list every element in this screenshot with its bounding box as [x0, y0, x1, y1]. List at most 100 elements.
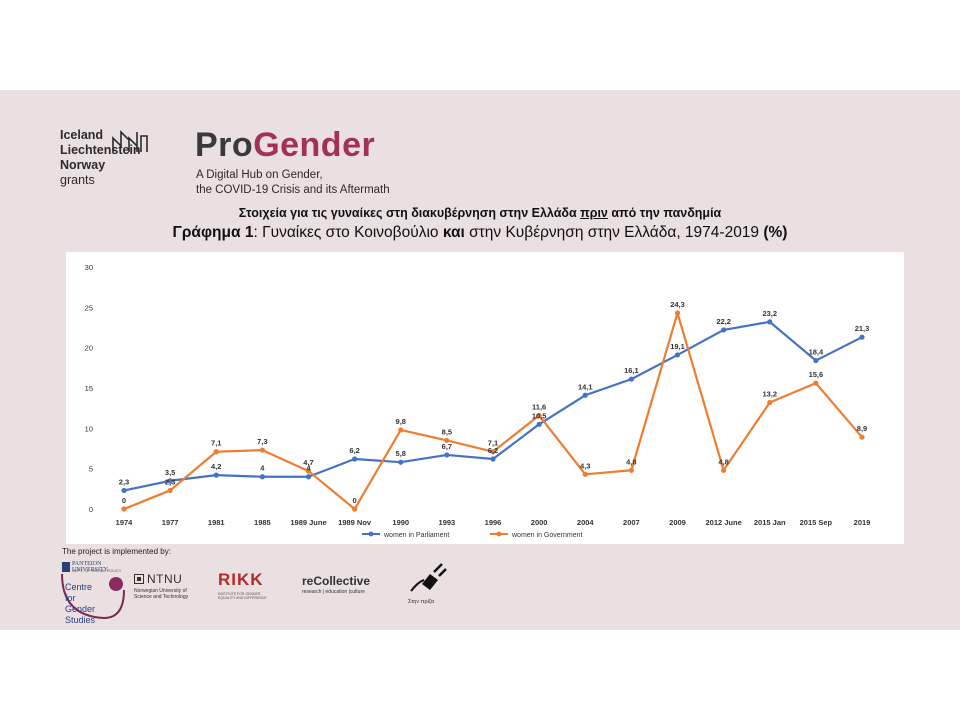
ntnu-logo: NTNU Norwegian University of Science and… [134, 572, 188, 600]
y-tick-label: 25 [85, 303, 93, 312]
data-point [582, 471, 588, 477]
ntnu-mark-icon [134, 574, 144, 584]
panteion-name: PANTEION UNIVERSITY [72, 561, 108, 573]
data-label: 18,4 [809, 348, 824, 357]
data-point [167, 487, 173, 494]
data-label: 14,1 [578, 382, 593, 391]
data-point [352, 456, 358, 462]
chart-title: Γράφημα 1: Γυναίκες στο Κοινοβούλιο και … [0, 224, 960, 242]
data-label: 4,3 [580, 461, 590, 470]
plug-icon [410, 563, 447, 592]
data-label: 9,8 [396, 417, 406, 426]
x-tick-label: 2007 [623, 518, 640, 527]
x-tick-label: 1996 [485, 518, 502, 527]
x-tick-label: 1981 [208, 518, 225, 527]
data-label: 0 [353, 496, 357, 505]
ntnu-name: NTNU [147, 572, 183, 586]
data-label: 23,2 [762, 309, 777, 318]
x-tick-label: 1974 [116, 518, 134, 527]
data-point [352, 506, 358, 512]
data-label: 4,8 [626, 457, 636, 466]
data-label: 4,7 [303, 458, 313, 467]
stinpriza-name: Στην πρίζα [408, 599, 435, 605]
eea-logo-icon [112, 130, 148, 152]
data-point [213, 472, 219, 478]
chart-area: 0 5 10 15 20 25 30 1974 1977 1981 1985 1989 June 198… [66, 252, 904, 544]
data-point [813, 357, 819, 364]
data-point [490, 456, 496, 462]
chart-title-part: στην Κυβέρνηση στην Ελλάδα [469, 224, 677, 241]
data-label: 6,7 [442, 442, 452, 451]
data-label: 4,8 [718, 457, 728, 466]
rikk-sub-1: INSTITUTE FOR GENDER, [218, 592, 262, 596]
panteion-logo: PANTEION UNIVERSITY DEPT. OF SOCIAL POLI… [60, 560, 126, 625]
data-point [305, 468, 312, 474]
data-label: 8,9 [857, 424, 867, 433]
data-point [628, 376, 634, 382]
data-point [213, 449, 219, 455]
data-label: 10,5 [532, 411, 547, 420]
x-tick-label: 2009 [669, 518, 686, 527]
data-point [767, 399, 773, 406]
heading-underlined: πριν [580, 206, 608, 220]
brand-pro: Pro [195, 126, 254, 164]
data-label: 7,3 [257, 437, 267, 446]
data-label: 24,3 [670, 300, 685, 309]
heading-part: Στοιχεία για τις γυναίκες στη διακυβέρνη… [238, 206, 581, 220]
legend-marker [496, 531, 502, 537]
progender-subtitle: A Digital Hub on Gender, the COVID-19 Cr… [196, 168, 390, 198]
data-point [536, 412, 542, 419]
x-tick-label: 2015 Jan [754, 518, 786, 527]
series-line-parliament [123, 320, 863, 492]
data-point [721, 327, 727, 333]
funder-grants: grants [60, 173, 95, 187]
data-point [121, 487, 127, 494]
series-line-government [123, 311, 863, 511]
x-tick-label: 1989 June [290, 518, 326, 527]
y-tick-label: 15 [85, 384, 93, 393]
slide-heading: Στοιχεία για τις γυναίκες στη διακυβέρνη… [0, 206, 960, 220]
data-point [259, 447, 265, 453]
x-tick-label: 2000 [531, 518, 548, 527]
data-point [859, 334, 865, 340]
recollective-sub: research | education |culture [302, 589, 365, 595]
data-label: 4,2 [211, 462, 221, 471]
panteion-logo-icon [61, 562, 125, 620]
x-tick-label: 1977 [162, 518, 179, 527]
y-tick-label: 20 [85, 344, 93, 353]
data-label: 4 [260, 464, 265, 473]
legend-label: women in Parliament [383, 532, 449, 539]
rikk-name: RIKK [218, 570, 264, 589]
data-point [167, 478, 173, 484]
data-point [767, 319, 773, 325]
data-point [121, 506, 127, 512]
data-label: 2,3 [119, 477, 129, 486]
panteion-dept: DEPT. OF SOCIAL POLICY [72, 568, 122, 573]
x-tick-label: 1990 [392, 518, 409, 527]
data-point [813, 380, 819, 386]
x-tick-label: 1993 [439, 518, 456, 527]
y-tick-label: 10 [85, 424, 93, 433]
x-tick-label: 1989 Nov [338, 518, 372, 527]
data-label: 4 [306, 464, 311, 473]
data-label: 6,2 [488, 446, 498, 455]
data-label: 22,2 [716, 317, 731, 326]
data-label: 6,2 [349, 446, 359, 455]
data-label: 11,6 [532, 402, 546, 411]
chart-title-part: Γράφημα 1 [172, 224, 254, 241]
line-chart: 0 5 10 15 20 25 30 1974 1977 1981 1985 1989 June 198… [85, 263, 871, 539]
data-point [398, 459, 404, 465]
brand-gender: Gender [253, 126, 376, 164]
data-point [674, 310, 681, 316]
data-label: 15,6 [809, 370, 824, 379]
data-point [444, 452, 450, 458]
data-point [305, 474, 312, 480]
data-label: 21,3 [855, 324, 870, 333]
funder-norway: Norway [60, 158, 106, 172]
chart-title-part: και [438, 224, 470, 241]
rikk-logo: RIKK INSTITUTE FOR GENDER, EQUALITY AND … [218, 570, 267, 600]
data-point [536, 421, 542, 427]
data-label: 7,1 [211, 439, 221, 448]
recollective-logo: reCollective research | education |cultu… [302, 574, 370, 595]
heading-part: από την πανδημία [607, 206, 722, 220]
